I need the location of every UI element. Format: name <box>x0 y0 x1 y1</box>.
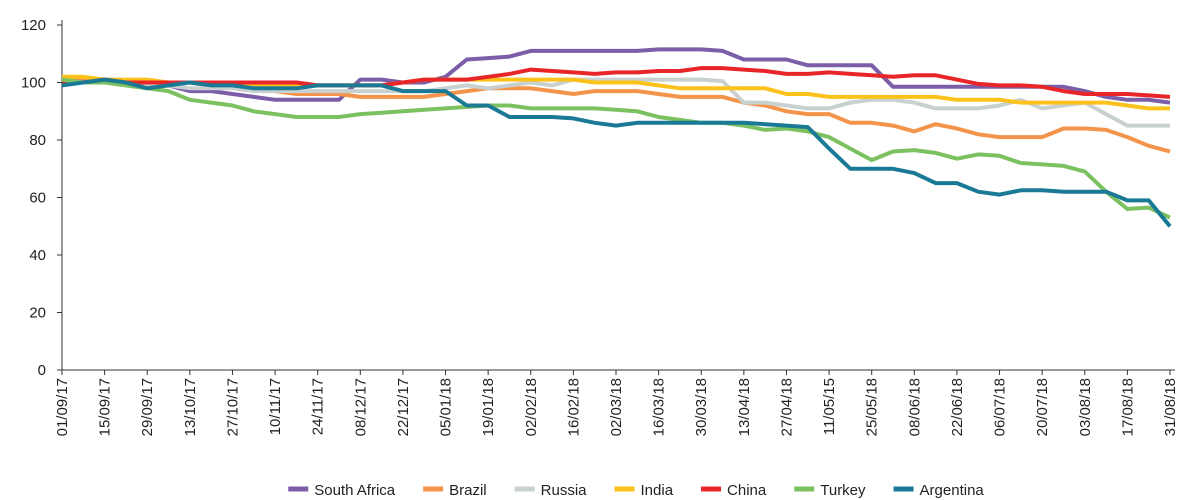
x-tick-label: 29/09/17 <box>139 378 156 436</box>
x-tick-label: 13/10/17 <box>182 378 199 436</box>
x-tick-label: 30/03/18 <box>693 378 710 436</box>
legend: South Africa Brazil Russia India China Turkey… <box>288 482 984 499</box>
x-tick-label: 16/03/18 <box>651 378 668 436</box>
x-tick-label: 27/04/18 <box>778 378 795 436</box>
y-tick-label: 40 <box>29 247 46 264</box>
x-tick-label: 05/01/18 <box>438 378 455 436</box>
x-tick-label: 06/07/18 <box>992 378 1009 436</box>
y-tick-label: 20 <box>29 305 46 322</box>
y-tick-label: 100 <box>21 75 46 92</box>
legend-label: India <box>641 482 674 499</box>
series-line <box>62 77 1170 128</box>
legend-label: Russia <box>541 482 588 499</box>
x-tick-label: 01/09/17 <box>54 378 71 436</box>
x-tick-label: 27/10/17 <box>224 378 241 436</box>
series-line <box>61 77 1171 220</box>
legend-label: South Africa <box>314 482 396 499</box>
series-line <box>61 77 1172 228</box>
x-tick-label: 16/02/18 <box>565 378 582 436</box>
y-tick-label: 0 <box>38 362 46 379</box>
legend-label: Argentina <box>920 482 985 499</box>
x-tick-label: 08/12/17 <box>352 378 369 436</box>
x-tick-label: 03/08/18 <box>1077 378 1094 436</box>
x-tick-label: 20/07/18 <box>1034 378 1051 436</box>
x-tick-label: 11/05/15 <box>821 378 838 435</box>
series-line <box>62 47 1171 105</box>
x-tick-label: 15/09/17 <box>97 378 114 436</box>
legend-label: China <box>727 482 767 499</box>
x-tick-label: 13/04/18 <box>736 378 753 436</box>
series-line <box>62 66 1171 99</box>
x-tick-label: 02/03/18 <box>608 378 625 436</box>
x-tick-label: 19/01/18 <box>480 378 497 436</box>
x-tick-label: 22/12/17 <box>395 378 412 436</box>
x-tick-label: 25/05/18 <box>864 378 881 436</box>
x-tick-label: 22/06/18 <box>949 378 966 436</box>
x-tick-label: 02/02/18 <box>523 378 540 436</box>
legend-label: Turkey <box>820 482 866 499</box>
y-tick-label: 80 <box>29 132 46 149</box>
x-tick-label: 24/11/17 <box>310 378 327 435</box>
x-tick-label: 17/08/18 <box>1119 378 1136 436</box>
x-tick-label: 08/06/18 <box>906 378 923 436</box>
x-tick-label: 31/08/18 <box>1162 378 1177 436</box>
legend-label: Brazil <box>449 482 487 499</box>
y-tick-label: 120 <box>21 17 46 34</box>
y-tick-label: 60 <box>29 190 46 207</box>
x-tick-label: 10/11/17 <box>267 378 284 435</box>
